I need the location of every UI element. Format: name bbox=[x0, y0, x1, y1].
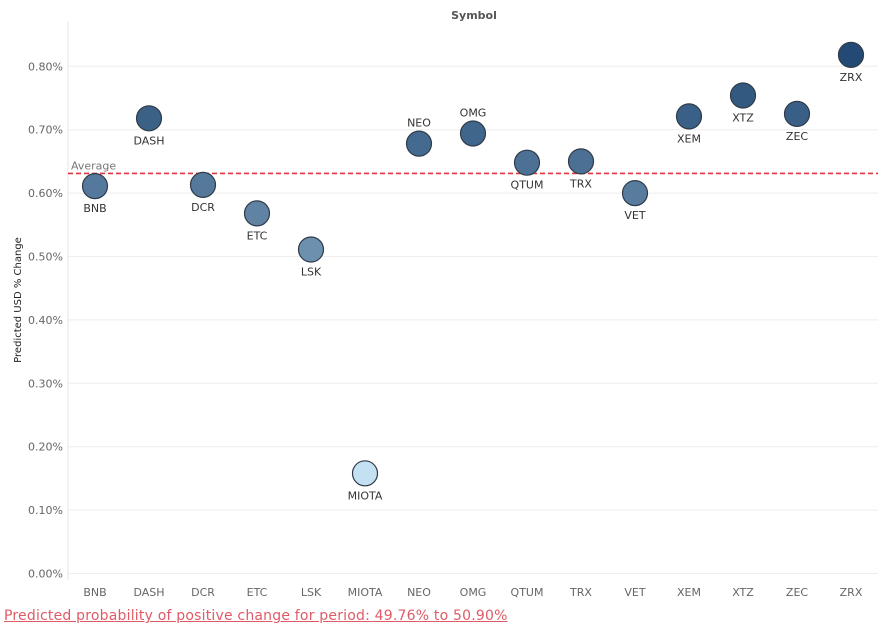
x-tick-label: DCR bbox=[191, 586, 215, 599]
data-point bbox=[81, 173, 109, 200]
x-tick-label: DASH bbox=[133, 586, 164, 599]
y-tick-label: 0.00% bbox=[28, 568, 63, 581]
y-axis-ticks: 0.00% 0.10% 0.20% 0.30% 0.40% 0.50% 0.60% 0.70%… bbox=[28, 60, 63, 580]
x-tick-label: VET bbox=[624, 586, 645, 599]
data-point-labels: BNB DASH DCR ETC LSK MIOTA NEO OMG QTUM TRX VET XEM… bbox=[83, 71, 862, 502]
data-point-label: MIOTA bbox=[348, 489, 383, 502]
data-point-label: NEO bbox=[407, 117, 431, 130]
x-tick-label: QTUM bbox=[511, 586, 544, 599]
x-tick-label: MIOTA bbox=[348, 586, 383, 599]
data-point bbox=[567, 148, 595, 175]
data-point-label: XTZ bbox=[732, 111, 754, 124]
data-point-label: DASH bbox=[133, 134, 164, 147]
x-tick-label: XEM bbox=[677, 586, 701, 599]
x-tick-label: TRX bbox=[569, 586, 592, 599]
data-point bbox=[729, 82, 757, 109]
average-line-label: Average bbox=[71, 159, 116, 172]
y-tick-label: 0.50% bbox=[28, 251, 63, 264]
data-point-label: QTUM bbox=[511, 179, 544, 192]
x-tick-label: OMG bbox=[460, 586, 487, 599]
y-axis-title: Predicted USD % Change bbox=[13, 237, 24, 363]
x-tick-label: BNB bbox=[83, 586, 106, 599]
data-point bbox=[837, 41, 865, 68]
x-tick-label: LSK bbox=[301, 586, 322, 599]
y-tick-label: 0.40% bbox=[28, 314, 63, 327]
data-point-label: BNB bbox=[83, 202, 106, 215]
x-tick-label: ETC bbox=[247, 586, 268, 599]
data-point bbox=[405, 130, 433, 157]
data-point bbox=[351, 460, 379, 487]
data-point bbox=[675, 103, 703, 130]
y-tick-label: 0.20% bbox=[28, 441, 63, 454]
data-point bbox=[783, 100, 811, 127]
data-point-label: LSK bbox=[301, 266, 322, 279]
x-tick-label: NEO bbox=[407, 586, 431, 599]
y-tick-label: 0.60% bbox=[28, 187, 63, 200]
x-tick-label: XTZ bbox=[732, 586, 754, 599]
data-point-label: TRX bbox=[569, 177, 592, 190]
data-point bbox=[297, 236, 325, 263]
average-reference-line: Average bbox=[68, 159, 878, 175]
x-tick-label: ZRX bbox=[840, 586, 863, 599]
footer-probability-note[interactable]: Predicted probability of positive change… bbox=[4, 608, 508, 624]
data-points bbox=[81, 41, 865, 487]
data-point bbox=[513, 149, 541, 176]
data-point-label: XEM bbox=[677, 132, 701, 145]
data-point bbox=[459, 120, 487, 147]
data-point bbox=[243, 200, 271, 227]
y-tick-label: 0.10% bbox=[28, 504, 63, 517]
y-tick-label: 0.80% bbox=[28, 60, 63, 73]
y-tick-label: 0.70% bbox=[28, 124, 63, 137]
data-point-label: OMG bbox=[460, 107, 487, 120]
data-point-label: ZRX bbox=[840, 71, 863, 84]
data-point-label: DCR bbox=[191, 201, 215, 214]
y-tick-label: 0.30% bbox=[28, 377, 63, 390]
data-point bbox=[135, 105, 163, 132]
data-point-label: VET bbox=[624, 209, 645, 222]
data-point bbox=[621, 180, 649, 207]
data-point bbox=[189, 171, 217, 198]
x-axis-ticks: BNB DASH DCR ETC LSK MIOTA NEO OMG QTUM TRX VET XEM… bbox=[83, 586, 862, 599]
column-header: Symbol bbox=[451, 9, 497, 22]
data-point-label: ETC bbox=[247, 229, 268, 242]
x-tick-label: ZEC bbox=[786, 586, 808, 599]
data-point-label: ZEC bbox=[786, 130, 808, 143]
